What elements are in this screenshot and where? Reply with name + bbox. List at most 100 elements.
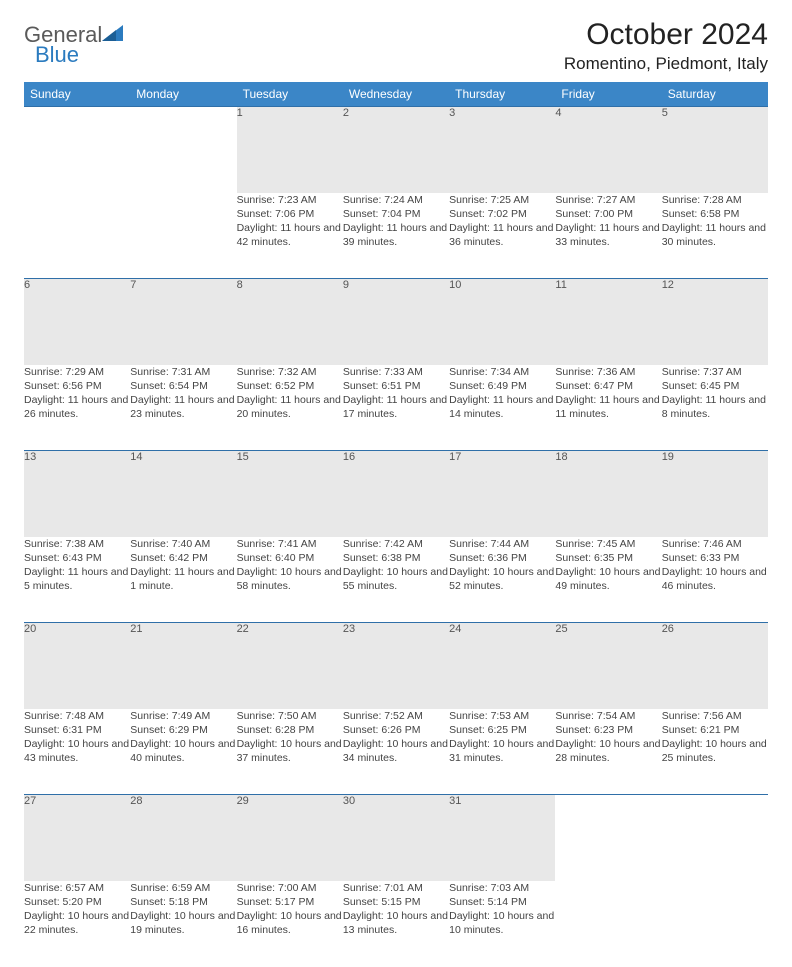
- day-cell: Sunrise: 7:25 AMSunset: 7:02 PMDaylight:…: [449, 193, 555, 279]
- sunset-label: Sunset:: [662, 208, 698, 220]
- sunrise: Sunrise: 7:54 AM: [555, 709, 661, 723]
- daylight-label: Daylight:: [662, 394, 703, 406]
- day-number-cell: 31: [449, 795, 555, 881]
- sunset-label: Sunset:: [24, 896, 60, 908]
- sunset-label: Sunset:: [449, 552, 485, 564]
- day-cell: Sunrise: 7:01 AMSunset: 5:15 PMDaylight:…: [343, 881, 449, 967]
- daylight: Daylight: 11 hours and 8 minutes.: [662, 393, 768, 421]
- day-cell: Sunrise: 7:56 AMSunset: 6:21 PMDaylight:…: [662, 709, 768, 795]
- sunset-value: 6:31 PM: [63, 724, 102, 736]
- sunset-value: 6:33 PM: [700, 552, 739, 564]
- sunrise-value: 7:41 AM: [278, 538, 317, 550]
- sunrise-value: 7:23 AM: [278, 194, 317, 206]
- sunset-label: Sunset:: [555, 380, 591, 392]
- sunset: Sunset: 6:52 PM: [237, 379, 343, 393]
- sunset: Sunset: 6:42 PM: [130, 551, 236, 565]
- daylight: Daylight: 11 hours and 30 minutes.: [662, 221, 768, 249]
- day-cell: [662, 881, 768, 967]
- sunrise-value: 6:57 AM: [65, 882, 104, 894]
- sunset-value: 6:58 PM: [700, 208, 739, 220]
- daylight-label: Daylight:: [237, 738, 278, 750]
- sunset: Sunset: 5:15 PM: [343, 895, 449, 909]
- daylight: Daylight: 10 hours and 43 minutes.: [24, 737, 130, 765]
- day-number-cell: 23: [343, 623, 449, 709]
- sunset-value: 5:15 PM: [381, 896, 420, 908]
- sunset-value: 6:23 PM: [594, 724, 633, 736]
- day-cell: Sunrise: 7:24 AMSunset: 7:04 PMDaylight:…: [343, 193, 449, 279]
- sunset-label: Sunset:: [237, 380, 273, 392]
- sunrise: Sunrise: 7:40 AM: [130, 537, 236, 551]
- day-number-cell: 16: [343, 451, 449, 537]
- sunset: Sunset: 6:21 PM: [662, 723, 768, 737]
- sunrise: Sunrise: 7:01 AM: [343, 881, 449, 895]
- day-cell: Sunrise: 7:40 AMSunset: 6:42 PMDaylight:…: [130, 537, 236, 623]
- sunset-label: Sunset:: [237, 552, 273, 564]
- sunset: Sunset: 6:36 PM: [449, 551, 555, 565]
- sunrise: Sunrise: 6:59 AM: [130, 881, 236, 895]
- sunset-value: 7:04 PM: [381, 208, 420, 220]
- daylight-label: Daylight:: [130, 738, 171, 750]
- sunset-label: Sunset:: [130, 896, 166, 908]
- daylight: Daylight: 10 hours and 22 minutes.: [24, 909, 130, 937]
- daylight: Daylight: 10 hours and 52 minutes.: [449, 565, 555, 593]
- sunrise-label: Sunrise:: [130, 366, 169, 378]
- sunrise-label: Sunrise:: [662, 538, 701, 550]
- day-cell: Sunrise: 7:34 AMSunset: 6:49 PMDaylight:…: [449, 365, 555, 451]
- sunrise-value: 7:24 AM: [384, 194, 423, 206]
- day-cell: Sunrise: 7:50 AMSunset: 6:28 PMDaylight:…: [237, 709, 343, 795]
- daylight-label: Daylight:: [662, 566, 703, 578]
- daylight-label: Daylight:: [24, 566, 65, 578]
- daynum-row: 20212223242526: [24, 623, 768, 709]
- sunrise: Sunrise: 7:31 AM: [130, 365, 236, 379]
- day-number-cell: 3: [449, 107, 555, 193]
- weekday-header: Saturday: [662, 82, 768, 107]
- daylight-label: Daylight:: [555, 394, 596, 406]
- logo-triangle-icon: [102, 22, 124, 48]
- sunrise: Sunrise: 7:49 AM: [130, 709, 236, 723]
- sunset-value: 6:45 PM: [700, 380, 739, 392]
- sunrise-value: 7:38 AM: [65, 538, 104, 550]
- sunrise-value: 7:54 AM: [597, 710, 636, 722]
- day-number-cell: 26: [662, 623, 768, 709]
- sunset: Sunset: 7:00 PM: [555, 207, 661, 221]
- sunset-label: Sunset:: [555, 208, 591, 220]
- sunset-label: Sunset:: [343, 208, 379, 220]
- sunrise-label: Sunrise:: [24, 538, 63, 550]
- daylight-label: Daylight:: [555, 566, 596, 578]
- sunrise-label: Sunrise:: [449, 366, 488, 378]
- sunrise-label: Sunrise:: [555, 538, 594, 550]
- daylight-label: Daylight:: [237, 222, 278, 234]
- sunrise: Sunrise: 7:24 AM: [343, 193, 449, 207]
- daylight-label: Daylight:: [343, 910, 384, 922]
- day-number-cell: 5: [662, 107, 768, 193]
- sunset: Sunset: 6:51 PM: [343, 379, 449, 393]
- day-number-cell: 22: [237, 623, 343, 709]
- day-cell: Sunrise: 7:48 AMSunset: 6:31 PMDaylight:…: [24, 709, 130, 795]
- weekday-header-row: Sunday Monday Tuesday Wednesday Thursday…: [24, 82, 768, 107]
- weekday-header: Thursday: [449, 82, 555, 107]
- sunset-label: Sunset:: [662, 724, 698, 736]
- sunset-value: 7:02 PM: [488, 208, 527, 220]
- daylight: Daylight: 10 hours and 55 minutes.: [343, 565, 449, 593]
- sunrise-label: Sunrise:: [343, 194, 382, 206]
- sunset-value: 6:56 PM: [63, 380, 102, 392]
- sunrise-label: Sunrise:: [130, 538, 169, 550]
- sunrise: Sunrise: 7:48 AM: [24, 709, 130, 723]
- sunrise: Sunrise: 7:46 AM: [662, 537, 768, 551]
- sunrise-value: 7:42 AM: [384, 538, 423, 550]
- sunrise: Sunrise: 7:25 AM: [449, 193, 555, 207]
- sunset-value: 6:43 PM: [63, 552, 102, 564]
- day-number-cell: [662, 795, 768, 881]
- sunrise: Sunrise: 7:52 AM: [343, 709, 449, 723]
- day-number-cell: 29: [237, 795, 343, 881]
- sunset-label: Sunset:: [237, 896, 273, 908]
- day-number-cell: 4: [555, 107, 661, 193]
- day-cell: Sunrise: 7:46 AMSunset: 6:33 PMDaylight:…: [662, 537, 768, 623]
- daylight: Daylight: 11 hours and 26 minutes.: [24, 393, 130, 421]
- sunrise-value: 7:53 AM: [491, 710, 530, 722]
- sunrise-value: 7:01 AM: [384, 882, 423, 894]
- sunset: Sunset: 6:47 PM: [555, 379, 661, 393]
- sunrise-value: 7:34 AM: [491, 366, 530, 378]
- daylight-label: Daylight:: [343, 566, 384, 578]
- sunrise: Sunrise: 7:36 AM: [555, 365, 661, 379]
